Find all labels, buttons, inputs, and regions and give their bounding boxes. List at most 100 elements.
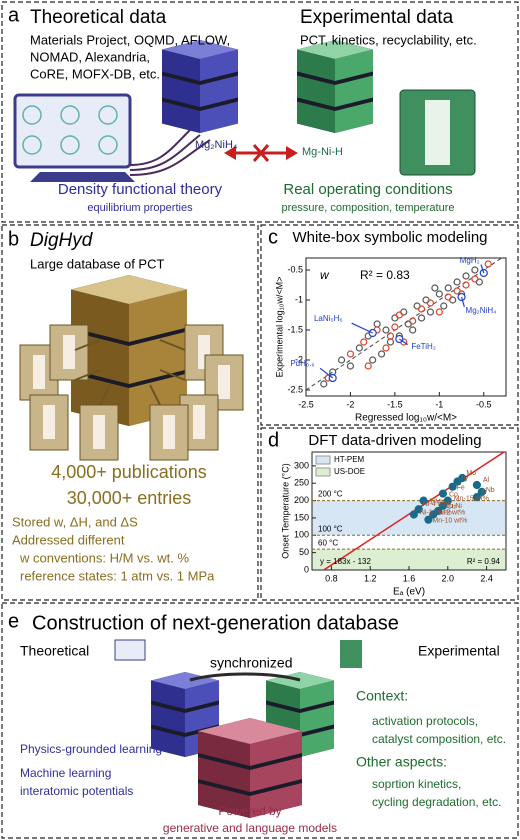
monitor <box>114 639 146 661</box>
point <box>414 505 423 514</box>
point-label: MgH₂ <box>460 256 480 265</box>
panel-label: d <box>268 429 279 451</box>
point-label: Ti <box>481 489 487 496</box>
point-label: Mo <box>466 470 476 477</box>
x-tick-label: -2 <box>346 399 354 409</box>
arrow-head <box>286 146 298 160</box>
cross <box>252 144 270 162</box>
point <box>426 299 435 307</box>
point <box>444 293 452 301</box>
point <box>453 287 461 295</box>
legend-swatch <box>315 467 331 477</box>
y-tick-label: -0.5 <box>287 264 303 274</box>
point <box>448 482 457 491</box>
cabinet-window <box>163 415 175 449</box>
chart-title: DFT data-driven modeling <box>308 432 481 449</box>
note: w conventions: H/M vs. wt. % <box>19 550 189 565</box>
text: Context: <box>356 688 408 704</box>
cube-face <box>297 75 335 107</box>
panel-c-frame <box>260 224 519 426</box>
point <box>444 284 452 292</box>
point <box>462 272 470 280</box>
cube-face <box>200 75 238 107</box>
x-tick-label: 1.6 <box>403 573 416 583</box>
artwork <box>13 40 476 818</box>
cabinet-window <box>93 415 105 449</box>
cube-face <box>151 704 185 733</box>
cube-face <box>300 728 334 757</box>
point <box>484 260 492 268</box>
point <box>443 496 452 505</box>
molecule <box>22 105 42 125</box>
arrow-head <box>224 146 236 160</box>
point <box>419 496 428 505</box>
band <box>312 549 506 570</box>
cabinet-window <box>193 405 205 439</box>
note: reference states: 1 atm vs. 1 MPa <box>20 568 215 583</box>
cabinet-window <box>43 405 55 439</box>
leader-line <box>351 322 373 334</box>
point <box>477 487 486 497</box>
point <box>438 489 448 498</box>
legend-label: HT-PEM <box>334 455 365 464</box>
text: Experimental <box>418 643 500 659</box>
point <box>391 323 399 331</box>
point-label: Ni-10 wt% <box>420 509 452 516</box>
panel-d-frame <box>260 427 519 601</box>
cube-face <box>266 680 300 709</box>
point <box>472 480 481 490</box>
leader-line <box>460 296 465 307</box>
molecule <box>98 135 118 155</box>
text: interatomic potentials <box>20 784 133 798</box>
x-axis-label: Regressed log₁₀w/<M> <box>355 413 457 424</box>
cube-top <box>71 275 187 304</box>
point-label: Nb <box>486 487 495 494</box>
heading: Construction of next-generation database <box>32 612 399 634</box>
cube-face <box>300 680 334 709</box>
device <box>340 640 362 668</box>
point-label: Cu <box>447 504 456 511</box>
text: CoRE, MOFX-DB, etc. <box>30 66 160 81</box>
point-label: FeTiH₂ <box>411 342 436 351</box>
cube-face <box>335 75 373 107</box>
cabinet-window <box>218 365 230 399</box>
formula: Mg₂NiH₄ <box>195 139 238 151</box>
text: PCT, kinetics, recyclability, etc. <box>300 32 477 47</box>
point <box>438 501 448 510</box>
fit-line <box>322 452 506 570</box>
text: catalyst composition, etc. <box>372 732 506 746</box>
point-label: V <box>464 476 469 483</box>
molecule <box>60 135 80 155</box>
cube-face <box>198 757 250 792</box>
cabinet <box>49 324 89 381</box>
cube-face <box>335 49 373 81</box>
cube-top <box>297 40 373 59</box>
cube-top <box>198 718 302 744</box>
fit-label: y = 183x - 132 <box>320 557 371 566</box>
y-tick-label: -1.5 <box>287 324 303 334</box>
fit-label: R² = 0.94 <box>467 557 501 566</box>
x-tick-label: 0.8 <box>325 573 338 583</box>
cube-face <box>129 289 187 342</box>
point <box>424 515 433 524</box>
y-tick-label: 100 <box>294 530 309 540</box>
y-tick-label: -1 <box>295 294 303 304</box>
text: Materials Project, OQMD, AFLOW, <box>30 32 230 47</box>
heading: Experimental data <box>300 7 454 28</box>
cube-face <box>297 49 335 81</box>
text: cycling degradation, etc. <box>372 795 501 809</box>
monitor-base <box>30 172 135 182</box>
point <box>337 356 346 364</box>
molecule <box>98 105 118 125</box>
point <box>360 338 368 346</box>
cube-face <box>185 680 219 709</box>
point <box>462 281 470 289</box>
cube-face <box>151 680 185 709</box>
wire <box>129 139 211 176</box>
cabinet-window <box>33 355 45 389</box>
point <box>429 510 438 519</box>
panel-label: c <box>268 226 278 248</box>
wire <box>99 384 111 406</box>
point-label: Mn-10 wt% <box>432 518 467 525</box>
point <box>435 308 443 316</box>
